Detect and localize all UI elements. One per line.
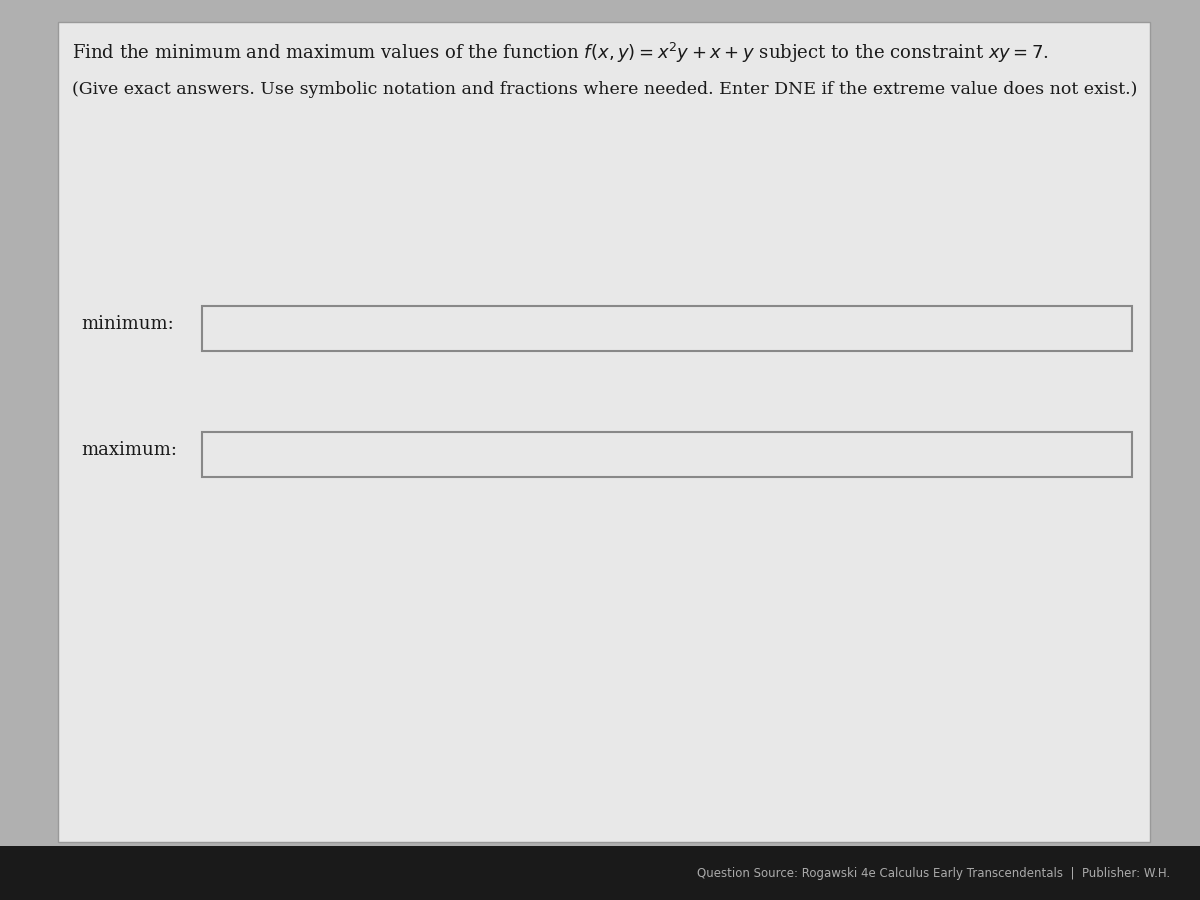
Text: maximum:: maximum: <box>82 441 178 459</box>
Text: Find the minimum and maximum values of the function $f(x, y) = x^2y + x + y$ sub: Find the minimum and maximum values of t… <box>72 40 1049 65</box>
Text: minimum:: minimum: <box>82 315 174 333</box>
Text: (Give exact answers. Use symbolic notation and fractions where needed. Enter DNE: (Give exact answers. Use symbolic notati… <box>72 81 1138 98</box>
Text: Question Source: Rogawski 4e Calculus Early Transcendentals  |  Publisher: W.H.: Question Source: Rogawski 4e Calculus Ea… <box>697 867 1170 879</box>
